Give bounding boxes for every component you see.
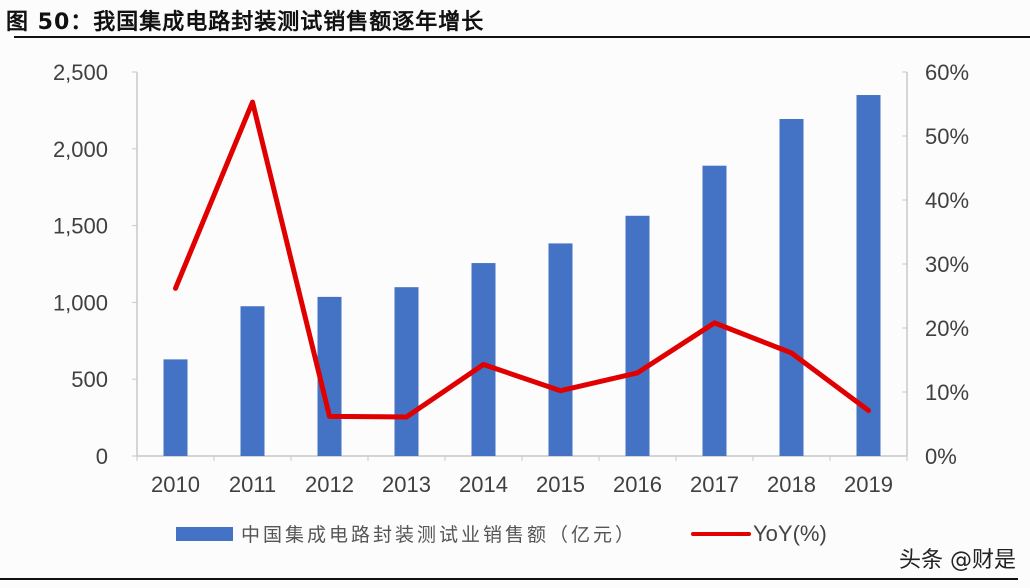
x-tick-label: 2015 [536, 472, 585, 497]
left-tick-label: 1,500 [53, 214, 108, 239]
line-series [173, 99, 871, 420]
x-tick-label: 2011 [229, 472, 276, 497]
x-tick-label: 2017 [690, 472, 739, 497]
bar [702, 165, 727, 457]
legend-line-label: YoY(%) [753, 520, 827, 546]
x-tick-label: 2012 [305, 472, 354, 497]
x-tick-label: 2013 [382, 472, 431, 497]
yoy-line [173, 99, 871, 420]
x-tick-label: 2014 [459, 472, 508, 497]
x-tick-label: 2016 [613, 472, 662, 497]
left-tick-label: 0 [96, 444, 108, 469]
right-tick-label: 10% [925, 380, 969, 405]
bar [779, 119, 804, 457]
left-tick-label: 2,500 [53, 60, 108, 85]
right-tick-label: 60% [925, 60, 969, 85]
bar [394, 287, 419, 456]
tick-labels: 0 500 1,000 1,500 2,000 2,500 0% 10% 20% 30% 40% 50… [53, 60, 969, 497]
watermark: 头条 @财是 [899, 548, 1016, 573]
bar [625, 215, 650, 456]
bar [856, 95, 881, 456]
bar [471, 263, 496, 456]
legend-line-swatch [691, 531, 752, 536]
legend-bar-label: 中国集成电路封装测试业销售额（亿元） [241, 524, 638, 546]
bar [240, 306, 265, 456]
x-tick-label: 2010 [151, 472, 200, 497]
right-tick-label: 50% [925, 124, 969, 149]
legend-bar-swatch [176, 526, 233, 541]
right-tick-label: 30% [925, 252, 969, 277]
x-tick-label: 2019 [844, 472, 893, 497]
bar [163, 359, 188, 456]
top-rule [14, 36, 1030, 38]
legend: 中国集成电路封装测试业销售额（亿元） YoY(%) [176, 520, 827, 547]
left-tick-label: 500 [71, 367, 108, 392]
bar [548, 243, 573, 456]
left-tick-label: 2,000 [53, 137, 108, 162]
left-tick-label: 1,000 [53, 290, 108, 315]
axes [132, 71, 908, 461]
right-tick-label: 0% [925, 444, 957, 469]
right-tick-label: 40% [925, 188, 969, 213]
right-tick-label: 20% [925, 316, 969, 341]
chart-title: 图 50：我国集成电路封装测试销售额逐年增长 [6, 10, 485, 35]
bar-series [163, 95, 881, 457]
bottom-rule [0, 578, 1018, 580]
x-tick-label: 2018 [767, 472, 816, 497]
